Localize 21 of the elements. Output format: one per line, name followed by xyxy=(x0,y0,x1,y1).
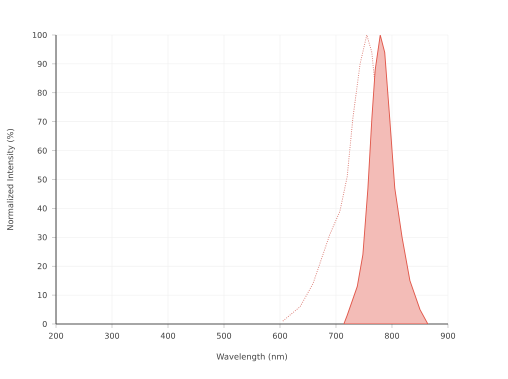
y-tick-label: 100 xyxy=(32,32,47,38)
x-axis-title: Wavelength (nm) xyxy=(216,353,287,362)
x-tick-label: 900 xyxy=(440,332,456,339)
y-tick-label: 0 xyxy=(42,320,47,328)
y-tick-label: 70 xyxy=(38,118,47,125)
y-tick-label: 20 xyxy=(38,263,47,270)
x-tick-label: 700 xyxy=(329,332,344,339)
x-tick-label: 300 xyxy=(104,332,120,339)
y-tick-label: 90 xyxy=(38,60,47,67)
y-tick-label: 60 xyxy=(38,148,47,154)
y-tick-label: 10 xyxy=(38,292,47,298)
y-tick-label: 80 xyxy=(38,90,47,96)
y-axis-title: Normalized Intensity (%) xyxy=(6,128,15,230)
x-tick-label: 200 xyxy=(48,332,64,339)
y-tick-label: 40 xyxy=(38,205,47,212)
y-tick-label: 50 xyxy=(38,176,47,183)
x-tick-label: 500 xyxy=(216,332,232,339)
x-tick-label: 600 xyxy=(272,332,288,339)
x-tick-label: 400 xyxy=(160,332,176,339)
x-tick-label: 800 xyxy=(384,332,400,339)
y-tick-label: 30 xyxy=(38,234,47,240)
